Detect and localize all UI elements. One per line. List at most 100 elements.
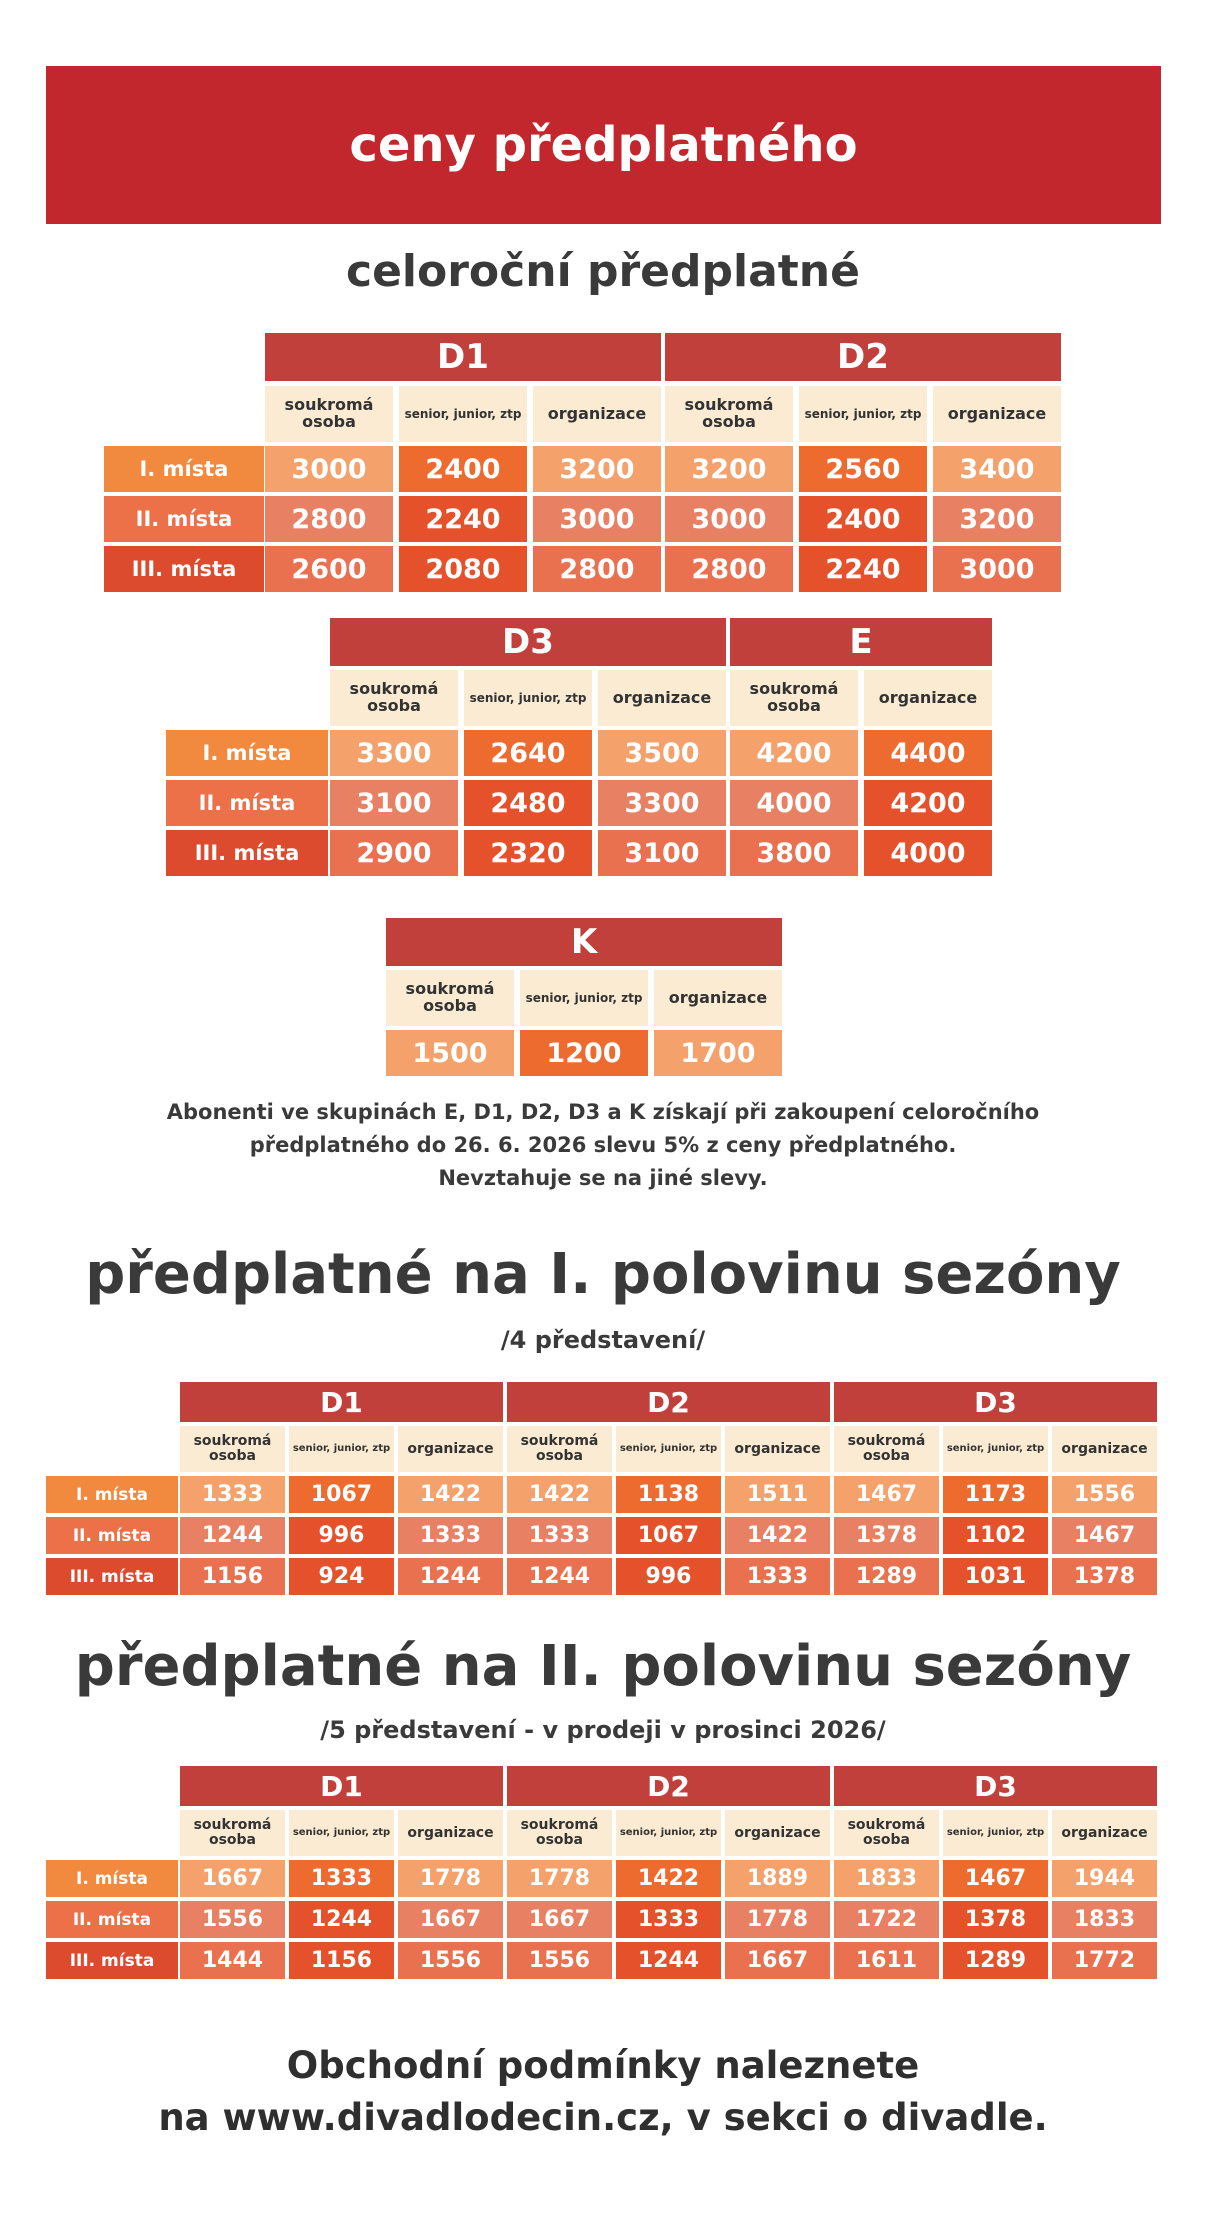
price-cell: 2480 — [464, 780, 592, 826]
price-cell: 1667 — [398, 1901, 503, 1938]
price-cell: 1467 — [943, 1860, 1048, 1897]
group-header-d1: D1 — [180, 1766, 503, 1806]
price-cell: 1556 — [180, 1901, 285, 1938]
category-header: senior, junior, ztp — [943, 1810, 1048, 1856]
price-cell: 1667 — [725, 1942, 830, 1979]
category-header: soukromá osoba — [665, 386, 793, 442]
group-header-k: K — [386, 918, 782, 966]
price-cell: 3200 — [665, 446, 793, 492]
price-cell: 1833 — [1052, 1901, 1157, 1938]
price-cell: 1667 — [507, 1901, 612, 1938]
price-cell: 2900 — [330, 830, 458, 876]
page-title: ceny předplatného — [349, 117, 858, 173]
price-cell: 2240 — [399, 496, 527, 542]
price-cell: 2600 — [265, 546, 393, 592]
row-label: II. místa — [104, 496, 264, 542]
price-cell: 1333 — [725, 1558, 830, 1595]
row-label: III. místa — [46, 1558, 178, 1595]
row-label: II. místa — [46, 1517, 178, 1554]
category-header: soukromá osoba — [730, 670, 858, 726]
section-subtitle-half2: /5 představení - v prodeji v prosinci 20… — [320, 1716, 886, 1744]
discount-note-line-3: Nevztahuje se na jiné slevy. — [438, 1166, 768, 1190]
category-header: soukromá osoba — [507, 1426, 612, 1472]
footer-terms: Obchodní podmínky naleznete na www.divad… — [0, 2040, 1206, 2144]
price-cell: 2640 — [464, 730, 592, 776]
price-cell: 1173 — [943, 1476, 1048, 1513]
row-label: III. místa — [166, 830, 328, 876]
row-label: II. místa — [46, 1901, 178, 1938]
price-cell: 2560 — [799, 446, 927, 492]
category-header: senior, junior, ztp — [289, 1426, 394, 1472]
price-cell: 1422 — [507, 1476, 612, 1513]
price-cell: 1333 — [289, 1860, 394, 1897]
title-banner: ceny předplatného — [46, 66, 1161, 224]
price-cell: 1611 — [834, 1942, 939, 1979]
category-header: organizace — [725, 1810, 830, 1856]
price-cell: 1944 — [1052, 1860, 1157, 1897]
price-cell: 2240 — [799, 546, 927, 592]
price-cell: 4000 — [864, 830, 992, 876]
group-header-d3: D3 — [330, 618, 726, 666]
category-header: soukromá osoba — [834, 1426, 939, 1472]
price-cell: 3300 — [330, 730, 458, 776]
price-cell: 1333 — [507, 1517, 612, 1554]
section-title-yearly: celoroční předplatné — [346, 246, 860, 297]
category-header: soukromá osoba — [507, 1810, 612, 1856]
price-cell: 1700 — [654, 1030, 782, 1076]
price-cell: 1556 — [398, 1942, 503, 1979]
price-cell: 2320 — [464, 830, 592, 876]
price-cell: 1289 — [834, 1558, 939, 1595]
price-cell: 2400 — [399, 446, 527, 492]
price-cell: 1333 — [180, 1476, 285, 1513]
price-cell: 1333 — [398, 1517, 503, 1554]
discount-note-line-1: Abonenti ve skupinách E, D1, D2, D3 a K … — [166, 1100, 1040, 1124]
price-cell: 1772 — [1052, 1942, 1157, 1979]
category-header: soukromá osoba — [265, 386, 393, 442]
price-cell: 1378 — [1052, 1558, 1157, 1595]
price-cell: 3300 — [598, 780, 726, 826]
price-cell: 1156 — [180, 1558, 285, 1595]
category-header: senior, junior, ztp — [616, 1426, 721, 1472]
group-header-d2: D2 — [507, 1382, 830, 1422]
price-cell: 1778 — [725, 1901, 830, 1938]
price-cell: 3800 — [730, 830, 858, 876]
price-cell: 1244 — [507, 1558, 612, 1595]
section-title-half1: předplatné na I. polovinu sezóny — [85, 1242, 1121, 1307]
price-cell: 1156 — [289, 1942, 394, 1979]
price-cell: 1138 — [616, 1476, 721, 1513]
group-header-d3: D3 — [834, 1382, 1157, 1422]
footer-line-2: na www.divadlodecin.cz, v sekci o divadl… — [158, 2096, 1048, 2139]
group-header-e: E — [730, 618, 992, 666]
row-label: I. místa — [46, 1476, 178, 1513]
category-header: senior, junior, ztp — [520, 970, 648, 1026]
price-cell: 1422 — [725, 1517, 830, 1554]
price-cell: 924 — [289, 1558, 394, 1595]
price-cell: 4400 — [864, 730, 992, 776]
price-cell: 3100 — [330, 780, 458, 826]
price-cell: 2400 — [799, 496, 927, 542]
group-header-d1: D1 — [265, 333, 661, 381]
price-cell: 3000 — [665, 496, 793, 542]
category-header: organizace — [1052, 1426, 1157, 1472]
category-header: senior, junior, ztp — [464, 670, 592, 726]
group-header-d2: D2 — [665, 333, 1061, 381]
price-cell: 1031 — [943, 1558, 1048, 1595]
price-cell: 1244 — [180, 1517, 285, 1554]
price-cell: 1467 — [1052, 1517, 1157, 1554]
group-header-d1: D1 — [180, 1382, 503, 1422]
category-header: organizace — [598, 670, 726, 726]
price-cell: 1422 — [398, 1476, 503, 1513]
category-header: soukromá osoba — [180, 1426, 285, 1472]
price-cell: 3400 — [933, 446, 1061, 492]
price-cell: 2800 — [265, 496, 393, 542]
category-header: senior, junior, ztp — [289, 1810, 394, 1856]
price-cell: 4000 — [730, 780, 858, 826]
price-cell: 1889 — [725, 1860, 830, 1897]
row-label: I. místa — [166, 730, 328, 776]
price-cell: 1511 — [725, 1476, 830, 1513]
category-header: organizace — [933, 386, 1061, 442]
section-title-half2: předplatné na II. polovinu sezóny — [74, 1634, 1132, 1699]
category-header: soukromá osoba — [330, 670, 458, 726]
price-cell: 1722 — [834, 1901, 939, 1938]
discount-note: Abonenti ve skupinách E, D1, D2, D3 a K … — [0, 1096, 1206, 1195]
